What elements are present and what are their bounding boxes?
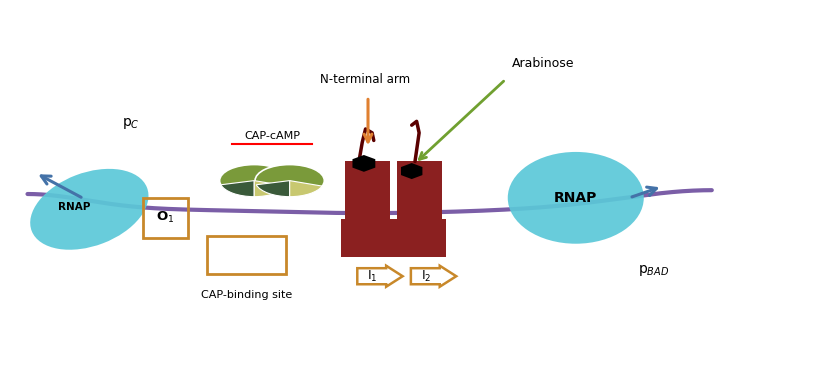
Circle shape [255,165,325,197]
Text: Arabinose: Arabinose [511,57,574,71]
Bar [143,198,188,238]
Bar [393,219,447,257]
Ellipse shape [30,169,149,250]
Text: RNAP: RNAP [58,203,90,212]
Circle shape [220,165,289,197]
Bar [397,161,442,219]
Text: I$_1$: I$_1$ [367,268,378,284]
Text: N-terminal arm: N-terminal arm [320,73,411,86]
Bar [341,219,394,257]
Text: RNAP: RNAP [554,191,598,205]
Text: CAP-binding site: CAP-binding site [201,290,292,300]
Text: O$_1$: O$_1$ [156,210,175,225]
Bar [345,161,390,219]
Wedge shape [256,181,290,197]
Polygon shape [353,155,375,172]
Text: p$_C$: p$_C$ [122,116,139,131]
Wedge shape [221,181,254,197]
Wedge shape [290,181,322,197]
Bar [208,236,286,274]
Text: p$_{BAD}$: p$_{BAD}$ [638,263,670,278]
Text: I$_2$: I$_2$ [421,268,431,284]
Text: CAP-cAMP: CAP-cAMP [244,131,300,141]
Polygon shape [401,163,422,179]
Ellipse shape [508,152,644,244]
Wedge shape [254,181,287,197]
